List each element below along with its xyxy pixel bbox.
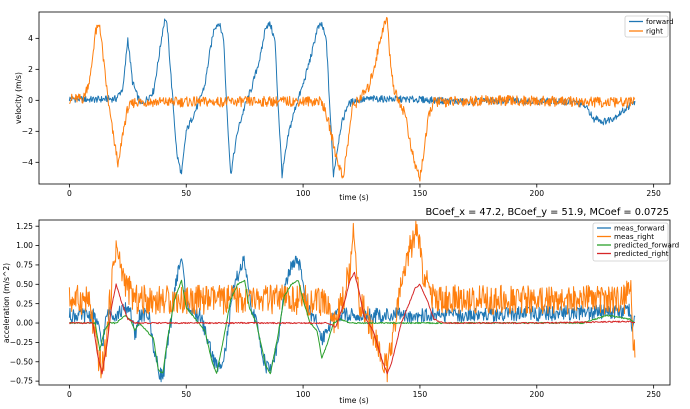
legend-label-predicted-right: predicted_right — [614, 249, 669, 258]
x-tick-label: 50 — [181, 189, 191, 198]
x-tick-label: 250 — [646, 189, 661, 198]
acceleration-y-label: acceleration (m/s^2) — [2, 263, 11, 343]
legend-label-meas-forward: meas_forward — [614, 224, 665, 233]
y-tick-label: 0.75 — [16, 261, 33, 270]
acceleration-ticks: 0 50 100 150 200 250 −0.75 −0.50 −0.25 0.00 0.25 0.… — [10, 222, 661, 399]
y-tick-label: 0.00 — [16, 319, 33, 328]
x-tick-label: 50 — [181, 390, 191, 399]
acceleration-chart: BCoef_x = 47.2, BCoef_y = 51.9, MCoef = … — [2, 207, 679, 405]
y-tick-label: −0.25 — [10, 338, 33, 347]
series-line-forward — [68, 18, 636, 179]
velocity-y-label: velocity (m/s) — [14, 72, 23, 124]
series-line-meas-forward — [68, 255, 636, 383]
x-tick-label: 0 — [67, 189, 72, 198]
velocity-ticks: 0 50 100 150 200 250 −4 −2 0 2 4 — [22, 34, 661, 198]
x-tick-label: 0 — [67, 390, 72, 399]
y-tick-label: 0.50 — [16, 280, 33, 289]
y-tick-label: 0 — [28, 96, 33, 105]
y-tick-label: 4 — [28, 34, 33, 43]
acceleration-legend: meas_forward meas_right predicted_forwar… — [592, 222, 679, 262]
x-tick-label: 200 — [530, 189, 545, 198]
legend-label-meas-right: meas_right — [614, 232, 654, 241]
acceleration-legend-box — [592, 222, 669, 262]
y-tick-label: −2 — [22, 127, 33, 136]
series-line-predicted-forward — [69, 279, 635, 375]
acceleration-x-label: time (s) — [339, 396, 368, 405]
acceleration-chart-title: BCoef_x = 47.2, BCoef_y = 51.9, MCoef = … — [425, 207, 669, 218]
y-tick-label: 1.25 — [16, 222, 33, 231]
y-tick-label: −0.50 — [10, 357, 33, 366]
series-line-meas-right — [68, 220, 636, 383]
y-tick-label: 2 — [28, 65, 33, 74]
series-line-predicted-right — [68, 271, 636, 375]
x-tick-label: 150 — [413, 390, 428, 399]
series-line-right — [69, 16, 636, 182]
x-tick-label: 100 — [296, 390, 311, 399]
x-tick-label: 100 — [296, 189, 311, 198]
y-tick-label: −0.75 — [10, 377, 33, 386]
velocity-x-label: time (s) — [339, 193, 368, 202]
legend-label-predicted-forward: predicted_forward — [614, 241, 679, 250]
y-tick-label: 1.00 — [16, 241, 33, 250]
x-tick-label: 150 — [413, 189, 428, 198]
velocity-chart: 0 50 100 150 200 250 −4 −2 0 2 4 time (s) velocity… — [14, 11, 674, 202]
velocity-series — [68, 16, 636, 182]
acceleration-series — [68, 220, 636, 383]
velocity-legend: forward right — [624, 15, 674, 38]
x-tick-label: 200 — [530, 390, 545, 399]
y-tick-label: −4 — [22, 158, 33, 167]
y-tick-label: 0.25 — [16, 299, 33, 308]
x-tick-label: 250 — [646, 390, 661, 399]
legend-label-right: right — [646, 27, 663, 36]
velocity-plot-frame — [38, 11, 671, 185]
legend-label-forward: forward — [646, 17, 674, 26]
acceleration-plot-frame — [38, 219, 671, 386]
